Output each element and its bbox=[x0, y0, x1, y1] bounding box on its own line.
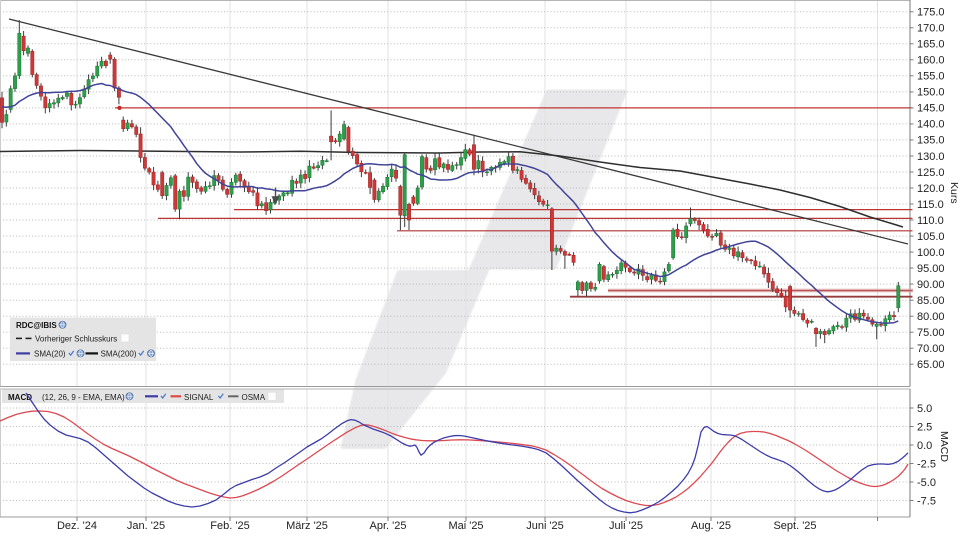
svg-text:150.0: 150.0 bbox=[917, 87, 945, 99]
svg-text:-2.5: -2.5 bbox=[917, 458, 936, 470]
svg-text:165.0: 165.0 bbox=[917, 39, 945, 51]
svg-text:Dez. '24: Dez. '24 bbox=[57, 520, 97, 532]
svg-text:Sept. '25: Sept. '25 bbox=[773, 520, 816, 532]
svg-text:-5.0: -5.0 bbox=[917, 477, 936, 489]
svg-text:120.0: 120.0 bbox=[917, 183, 945, 195]
svg-text:80.00: 80.00 bbox=[917, 311, 945, 323]
svg-text:5.0: 5.0 bbox=[917, 403, 932, 415]
svg-text:145.0: 145.0 bbox=[917, 103, 945, 115]
svg-text:90.00: 90.00 bbox=[917, 279, 945, 291]
svg-text:MACD: MACD bbox=[8, 393, 32, 402]
svg-text:175.0: 175.0 bbox=[917, 7, 945, 19]
svg-text:75.00: 75.00 bbox=[917, 327, 945, 339]
svg-text:95.00: 95.00 bbox=[917, 263, 945, 275]
svg-text:170.0: 170.0 bbox=[917, 23, 945, 35]
svg-text:130.0: 130.0 bbox=[917, 151, 945, 163]
svg-text:115.0: 115.0 bbox=[917, 199, 944, 211]
svg-text:160.0: 160.0 bbox=[917, 55, 945, 67]
svg-text:Mai '25: Mai '25 bbox=[448, 520, 483, 532]
svg-text:SIGNAL: SIGNAL bbox=[184, 393, 214, 402]
svg-text:0.0: 0.0 bbox=[917, 440, 932, 452]
svg-text:März '25: März '25 bbox=[286, 520, 328, 532]
svg-text:65.00: 65.00 bbox=[917, 359, 945, 371]
svg-text:Apr. '25: Apr. '25 bbox=[370, 520, 407, 532]
svg-text:85.00: 85.00 bbox=[917, 295, 945, 307]
svg-text:135.0: 135.0 bbox=[917, 135, 945, 147]
svg-text:Feb. '25: Feb. '25 bbox=[210, 520, 249, 532]
svg-text:105.0: 105.0 bbox=[917, 231, 945, 243]
svg-text:155.0: 155.0 bbox=[917, 71, 945, 83]
svg-text:OSMA: OSMA bbox=[242, 393, 266, 402]
svg-text:110.0: 110.0 bbox=[917, 215, 944, 227]
svg-text:Aug. '25: Aug. '25 bbox=[691, 520, 731, 532]
svg-text:(12, 26, 9 - EMA, EMA): (12, 26, 9 - EMA, EMA) bbox=[42, 393, 125, 402]
svg-text:-7.5: -7.5 bbox=[917, 495, 936, 507]
svg-text:125.0: 125.0 bbox=[917, 167, 945, 179]
svg-text:Vorheriger Schlusskurs: Vorheriger Schlusskurs bbox=[35, 335, 117, 344]
svg-text:70.00: 70.00 bbox=[917, 343, 945, 355]
svg-text:100.0: 100.0 bbox=[917, 247, 945, 259]
svg-text:Juni '25: Juni '25 bbox=[526, 520, 564, 532]
svg-text:SMA(200): SMA(200) bbox=[101, 350, 137, 359]
svg-text:140.0: 140.0 bbox=[917, 119, 945, 131]
svg-text:Kurs: Kurs bbox=[948, 182, 960, 204]
svg-text:MACD: MACD bbox=[938, 431, 950, 462]
svg-text:SMA(20): SMA(20) bbox=[34, 350, 66, 359]
svg-text:2.5: 2.5 bbox=[917, 421, 932, 433]
svg-text:Juli '25: Juli '25 bbox=[609, 520, 643, 532]
svg-text:RDC@IBIS: RDC@IBIS bbox=[16, 321, 57, 330]
svg-text:Jan. '25: Jan. '25 bbox=[127, 520, 165, 532]
